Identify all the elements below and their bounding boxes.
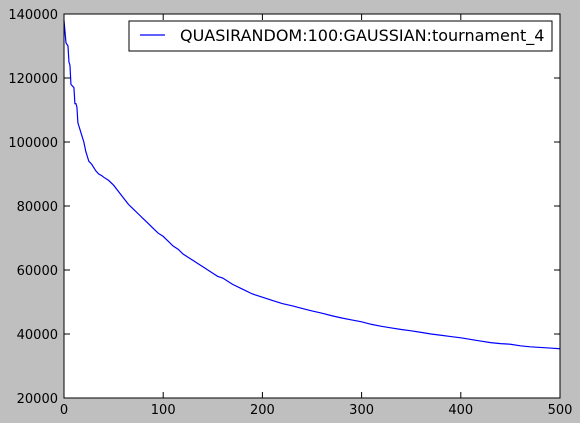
legend-label: QUASIRANDOM:100:GAUSSIAN:tournament_4	[180, 26, 544, 46]
x-tick-label: 300	[349, 403, 374, 418]
plot-area	[64, 14, 560, 398]
tick-labels: 0 100 200 300 400 500 20000 40000 60000 80000 1000…	[8, 8, 572, 418]
y-tick-label: 20000	[17, 392, 58, 407]
y-tick-label: 140000	[8, 8, 58, 23]
series-line-0	[63, 20, 561, 350]
legend: QUASIRANDOM:100:GAUSSIAN:tournament_4	[128, 20, 553, 52]
x-tick-label: 500	[548, 403, 573, 418]
y-tick-label: 120000	[8, 72, 58, 87]
x-tick-label: 200	[250, 403, 275, 418]
x-tick-label: 100	[151, 403, 176, 418]
y-tick-label: 80000	[17, 200, 58, 215]
x-tick-label: 0	[60, 403, 68, 418]
series-layer	[63, 20, 561, 350]
legend-box	[128, 20, 553, 52]
y-tick-label: 60000	[17, 264, 58, 279]
plot-frame	[63, 13, 561, 399]
y-tick-label: 40000	[17, 328, 58, 343]
x-tick-label: 400	[448, 403, 473, 418]
y-tick-label: 100000	[8, 136, 58, 151]
